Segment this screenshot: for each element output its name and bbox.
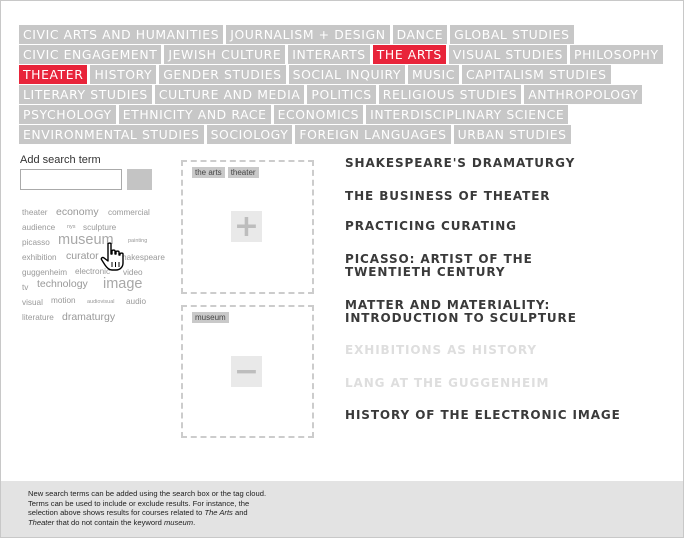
topic-tag-anthropology[interactable]: Anthropology: [524, 85, 643, 104]
help-line-4: Theater that do not contain the keyword …: [28, 517, 196, 527]
cloud-term-image[interactable]: image: [103, 276, 143, 292]
cloud-term-electronic[interactable]: electronic: [75, 267, 111, 276]
topic-tag-civic-arts-and-humanities[interactable]: Civic Arts and Humanities: [19, 25, 224, 44]
topic-tag-social-inquiry[interactable]: Social Inquiry: [288, 65, 406, 84]
cloud-term-sculpture[interactable]: sculpture: [83, 223, 117, 232]
topic-tag-politics[interactable]: Politics: [307, 85, 376, 104]
include-chip-row: the arts theater: [192, 167, 259, 178]
cloud-term-shakespeare[interactable]: shakespeare: [118, 253, 165, 262]
cloud-term-curator[interactable]: curator: [66, 250, 99, 262]
topic-tag-global-studies[interactable]: Global Studies: [450, 25, 574, 44]
topic-tag-psychology[interactable]: Psychology: [19, 105, 116, 124]
topic-tag-music[interactable]: Music: [408, 65, 459, 84]
topic-tag-journalism-design[interactable]: Journalism + Design: [226, 25, 390, 44]
help-line-1: New search terms can be added using the …: [28, 489, 267, 498]
hand-pointer-icon: [100, 242, 124, 271]
cloud-term-motion[interactable]: motion: [51, 296, 76, 305]
topic-tag-jewish-culture[interactable]: Jewish Culture: [164, 45, 286, 64]
topic-tag-sociology[interactable]: Sociology: [206, 125, 293, 144]
cloud-term-audience[interactable]: audience: [22, 223, 56, 232]
exclude-remove-button[interactable]: −: [231, 356, 262, 387]
cloud-term-painting[interactable]: painting: [128, 238, 148, 244]
help-line-3: selection above shows results for course…: [28, 508, 248, 518]
exclude-chip-row: museum: [192, 312, 229, 323]
topic-tag-culture-and-media[interactable]: Culture and Media: [154, 85, 305, 104]
cloud-term-tv[interactable]: tv: [22, 283, 29, 292]
cloud-term-museum[interactable]: museum: [58, 232, 114, 248]
course-item[interactable]: Picasso: Artist of the Twentieth Century: [345, 252, 533, 279]
topic-tag-urban-studies[interactable]: Urban Studies: [453, 125, 571, 144]
cloud-term-exhibition[interactable]: exhibition: [22, 253, 57, 262]
topic-tag-interarts[interactable]: Interarts: [288, 45, 370, 64]
topic-tag-dance[interactable]: Dance: [392, 25, 448, 44]
course-item[interactable]: Lang at the Guggenheim: [345, 376, 550, 390]
course-item[interactable]: Shakespeare's Dramaturgy: [345, 156, 576, 170]
cloud-term-dramaturgy[interactable]: dramaturgy: [62, 311, 116, 323]
cloud-term-audiovisual[interactable]: audiovisual: [87, 299, 115, 305]
include-add-button[interactable]: +: [231, 211, 262, 242]
topic-tag-literary-studies[interactable]: Literary Studies: [19, 85, 152, 104]
cloud-term-video[interactable]: video: [123, 268, 143, 277]
cloud-term-picasso[interactable]: picasso: [22, 238, 50, 247]
topic-tag-religious-studies[interactable]: Religious Studies: [378, 85, 522, 104]
help-em-the-arts: The Arts: [204, 508, 233, 518]
term-chip-theater[interactable]: theater: [227, 167, 259, 178]
topic-tag-capitalism-studies[interactable]: Capitalism Studies: [461, 65, 611, 84]
cloud-term-technology[interactable]: technology: [37, 278, 88, 290]
topic-tag-bar: Civic Arts and Humanities Journalism + De…: [19, 25, 669, 144]
topic-tag-visual-studies[interactable]: Visual Studies: [448, 45, 567, 64]
minus-icon: −: [233, 353, 260, 389]
cloud-term-guggenheim[interactable]: guggenheim: [22, 268, 68, 277]
topic-tag-theater[interactable]: Theater: [19, 65, 88, 84]
topic-tag-ethnicity-and-race[interactable]: Ethnicity and Race: [118, 105, 271, 124]
help-em-museum: museum: [163, 517, 194, 527]
term-chip-museum[interactable]: museum: [192, 312, 229, 323]
topic-tag-civic-engagement[interactable]: Civic Engagement: [19, 45, 162, 64]
cloud-term-nys[interactable]: nys: [67, 224, 76, 230]
topic-tag-philosophy[interactable]: Philosophy: [570, 45, 663, 64]
search-input[interactable]: [20, 169, 122, 190]
topic-tag-history[interactable]: History: [90, 65, 157, 84]
help-line-2: Terms can be used to include or exclude …: [28, 498, 250, 508]
help-text: New search terms can be added using the …: [28, 489, 328, 527]
course-item[interactable]: Matter and Materiality: Introduction to S…: [345, 298, 577, 325]
include-terms-dropzone[interactable]: the arts theater +: [181, 160, 314, 294]
exclude-terms-dropzone[interactable]: museum −: [181, 305, 314, 438]
topic-tag-gender-studies[interactable]: Gender Studies: [159, 65, 286, 84]
search-label: Add search term: [20, 154, 101, 166]
topic-tag-foreign-languages[interactable]: Foreign Languages: [295, 125, 451, 144]
cloud-term-literature[interactable]: literature: [22, 313, 54, 322]
help-footer: New search terms can be added using the …: [1, 481, 683, 537]
add-search-term-button[interactable]: [127, 169, 152, 190]
term-chip-the-arts[interactable]: the arts: [192, 167, 225, 178]
course-item[interactable]: Practicing Curating: [345, 219, 517, 233]
cloud-term-theater[interactable]: theater: [22, 208, 48, 217]
cloud-term-visual[interactable]: visual: [22, 298, 43, 307]
cloud-term-economy[interactable]: economy: [56, 206, 99, 218]
topic-tag-environmental-studies[interactable]: Environmental Studies: [19, 125, 204, 144]
cloud-term-commercial[interactable]: commercial: [108, 208, 150, 217]
plus-icon: +: [233, 208, 260, 244]
help-em-theater: Theater: [28, 517, 55, 527]
course-item[interactable]: Exhibitions as History: [345, 343, 538, 357]
topic-tag-economics[interactable]: Economics: [273, 105, 364, 124]
course-item[interactable]: The Business of Theater: [345, 189, 551, 203]
topic-tag-the-arts[interactable]: The Arts: [372, 45, 446, 64]
course-item[interactable]: History of the Electronic Image: [345, 408, 621, 422]
cloud-term-audio[interactable]: audio: [126, 297, 147, 306]
topic-tag-interdisciplinary-science[interactable]: Interdisciplinary Science: [366, 105, 569, 124]
